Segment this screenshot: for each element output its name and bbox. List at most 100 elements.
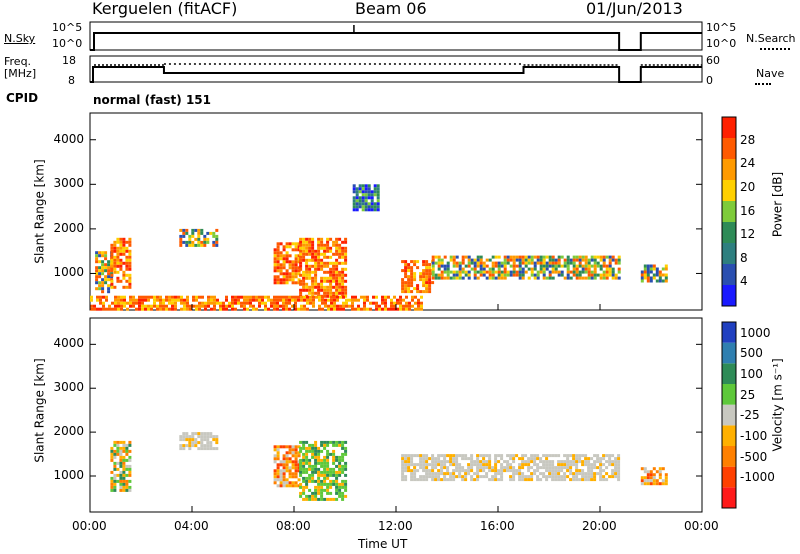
- power-cell: [101, 287, 105, 291]
- power-cell: [572, 261, 576, 265]
- velocity-cell: [407, 463, 411, 467]
- velocity-cell: [422, 475, 426, 479]
- power-cell: [228, 304, 231, 308]
- velocity-cell: [212, 447, 216, 451]
- power-colorbar-tick: 16: [740, 203, 756, 218]
- power-cell: [116, 264, 120, 268]
- power-cell: [317, 285, 321, 289]
- velocity-cell: [344, 473, 348, 477]
- velocity-cell: [332, 443, 336, 447]
- velocity-cell: [476, 457, 480, 461]
- velocity-cell: [649, 482, 653, 486]
- power-cell: [467, 264, 471, 268]
- velocity-cell: [646, 473, 650, 477]
- velocity-cell: [125, 443, 129, 447]
- power-cell: [125, 267, 129, 271]
- velocity-cell: [605, 478, 609, 482]
- power-cell: [402, 307, 405, 311]
- velocity-cell: [320, 461, 324, 465]
- velocity-cell: [288, 460, 292, 464]
- power-cell: [464, 255, 468, 259]
- power-cell: [355, 205, 359, 209]
- velocity-cell: [299, 494, 303, 498]
- power-cell: [299, 258, 303, 262]
- velocity-cell: [128, 488, 132, 492]
- power-cell: [240, 304, 243, 308]
- velocity-cell: [182, 438, 186, 442]
- power-cell: [370, 193, 374, 197]
- power-cell: [197, 234, 201, 238]
- velocity-cell: [122, 479, 126, 483]
- power-cell: [294, 263, 298, 267]
- velocity-cell: [314, 449, 318, 453]
- velocity-cell: [338, 482, 342, 486]
- velocity-cell: [509, 457, 513, 461]
- velocity-cell: [608, 475, 612, 479]
- power-cell: [326, 264, 330, 268]
- power-cell: [315, 295, 318, 299]
- power-cell: [147, 304, 150, 308]
- power-cell: [123, 304, 126, 308]
- velocity-cell: [326, 491, 330, 495]
- velocity-cell: [341, 482, 345, 486]
- power-cell: [363, 307, 366, 311]
- velocity-cell: [302, 479, 306, 483]
- velocity-cell: [605, 454, 609, 458]
- power-cell: [317, 249, 321, 253]
- power-cell: [200, 231, 204, 235]
- velocity-cell: [188, 441, 192, 445]
- velocity-cell: [188, 438, 192, 442]
- power-cell: [524, 255, 528, 259]
- power-cell: [326, 291, 330, 295]
- velocity-cell: [557, 466, 561, 470]
- power-cell: [299, 252, 303, 256]
- velocity-cell: [434, 475, 438, 479]
- velocity-cell: [122, 461, 126, 465]
- power-cell: [581, 270, 585, 274]
- power-cell: [361, 205, 365, 209]
- power-cell: [330, 298, 333, 302]
- velocity-cell: [297, 445, 301, 449]
- power-cell: [376, 187, 380, 191]
- power-cell: [128, 237, 132, 241]
- velocity-cell: [276, 445, 280, 449]
- power-cell: [213, 301, 216, 305]
- velocity-cell: [128, 464, 132, 468]
- velocity-cell: [305, 455, 309, 459]
- power-colorbar-frame: [721, 116, 737, 307]
- power-cell: [485, 276, 489, 280]
- velocity-cell: [512, 466, 516, 470]
- power-cell: [584, 261, 588, 265]
- power-cell: [428, 275, 432, 279]
- power-cell: [326, 246, 330, 250]
- power-cell: [405, 304, 408, 308]
- velocity-cell: [122, 482, 126, 486]
- velocity-cell: [518, 472, 522, 476]
- power-cell: [407, 281, 411, 285]
- power-cell: [291, 266, 295, 270]
- power-cell: [646, 267, 650, 271]
- power-cell: [431, 264, 435, 268]
- power-cell: [314, 273, 318, 277]
- power-cell: [575, 273, 579, 277]
- power-cell: [416, 284, 420, 288]
- power-cell: [370, 196, 374, 200]
- velocity-cell: [506, 469, 510, 473]
- power-cell: [110, 258, 114, 262]
- velocity-cell: [317, 485, 321, 489]
- power-cell: [119, 237, 123, 241]
- power-cell: [437, 264, 441, 268]
- power-cell: [554, 258, 558, 262]
- power-cell: [467, 261, 471, 265]
- velocity-cell: [443, 460, 447, 464]
- power-cell: [104, 266, 108, 270]
- power-cell: [376, 190, 380, 194]
- power-cell: [575, 267, 579, 271]
- power-cell: [473, 270, 477, 274]
- power-cell: [569, 270, 573, 274]
- power-cell: [476, 276, 480, 280]
- power-cell: [294, 304, 297, 308]
- power-cell: [515, 273, 519, 277]
- power-cell: [215, 234, 219, 238]
- power-cell: [410, 260, 414, 264]
